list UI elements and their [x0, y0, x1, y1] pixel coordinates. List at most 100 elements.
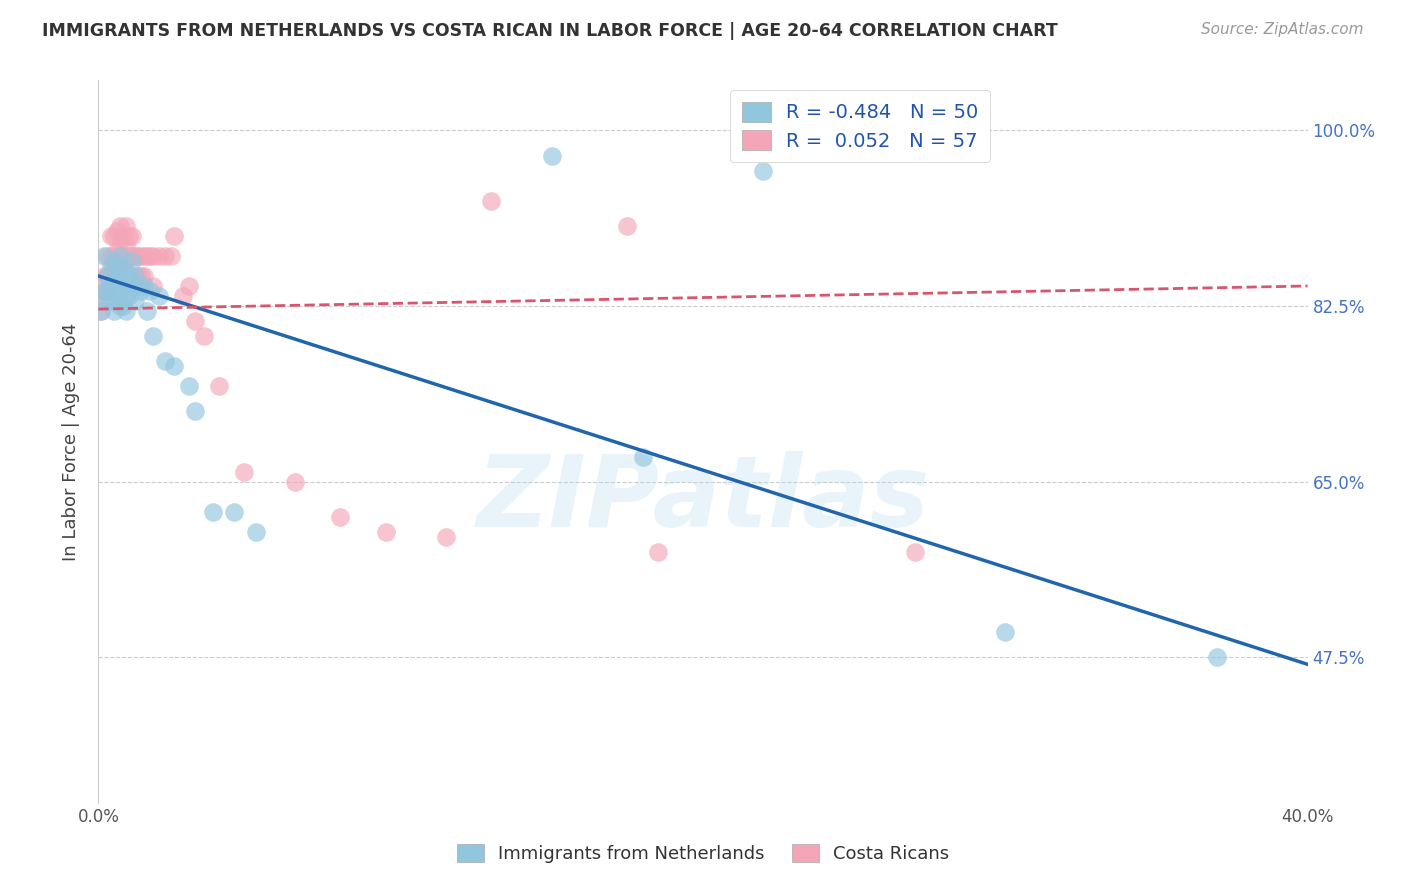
Point [108, 249, 131, 263]
Point [96, 293, 118, 308]
Point [142, 279, 165, 293]
Point [139, 249, 162, 263]
Point [96, 249, 118, 263]
Point [135, 304, 157, 318]
Point [148, 249, 170, 263]
Point [93, 284, 115, 298]
Point [96, 284, 118, 298]
Point [142, 329, 165, 343]
Point [111, 259, 134, 273]
Point [163, 228, 186, 243]
Point [100, 249, 122, 263]
Point [103, 264, 125, 278]
Point [124, 268, 146, 283]
Point [103, 249, 125, 263]
Point [108, 268, 131, 283]
Point [752, 163, 775, 178]
Point [284, 475, 307, 489]
Point [90, 304, 112, 318]
Point [160, 249, 183, 263]
Point [142, 249, 165, 263]
Point [114, 239, 136, 253]
Point [118, 249, 141, 263]
Point [904, 545, 927, 559]
Point [121, 249, 143, 263]
Point [1206, 650, 1229, 665]
Point [103, 228, 125, 243]
Point [139, 284, 162, 298]
Point [616, 219, 638, 233]
Point [179, 279, 201, 293]
Point [118, 289, 141, 303]
Point [108, 299, 131, 313]
Point [374, 524, 396, 539]
Point [93, 268, 115, 283]
Point [245, 524, 267, 539]
Point [135, 249, 157, 263]
Point [132, 249, 155, 263]
Point [127, 279, 149, 293]
Point [100, 279, 122, 293]
Point [111, 279, 134, 293]
Point [114, 253, 136, 268]
Point [114, 304, 136, 318]
Point [118, 268, 141, 283]
Point [179, 379, 201, 393]
Point [647, 545, 669, 559]
Point [193, 329, 215, 343]
Point [111, 249, 134, 263]
Point [90, 293, 112, 308]
Point [108, 234, 131, 248]
Point [100, 264, 122, 278]
Point [224, 505, 246, 519]
Y-axis label: In Labor Force | Age 20-64: In Labor Force | Age 20-64 [62, 322, 80, 561]
Point [184, 314, 207, 328]
Point [540, 148, 562, 162]
Point [96, 268, 118, 283]
Point [105, 244, 128, 258]
Point [153, 354, 176, 368]
Point [208, 379, 231, 393]
Point [105, 259, 128, 273]
Point [108, 253, 131, 268]
Point [111, 299, 134, 313]
Point [108, 219, 131, 233]
Point [148, 289, 170, 303]
Point [114, 289, 136, 303]
Point [100, 259, 122, 273]
Point [124, 293, 146, 308]
Point [127, 249, 149, 263]
Legend: Immigrants from Netherlands, Costa Ricans: Immigrants from Netherlands, Costa Rican… [446, 833, 960, 874]
Point [108, 284, 131, 298]
Point [111, 228, 134, 243]
Point [631, 450, 654, 464]
Point [93, 249, 115, 263]
Point [202, 505, 225, 519]
Point [103, 253, 125, 268]
Point [103, 274, 125, 288]
Point [121, 253, 143, 268]
Point [994, 625, 1017, 640]
Point [93, 284, 115, 298]
Legend: R = -0.484   N = 50, R =  0.052   N = 57: R = -0.484 N = 50, R = 0.052 N = 57 [730, 90, 990, 162]
Point [100, 228, 122, 243]
Point [114, 268, 136, 283]
Point [96, 284, 118, 298]
Point [184, 404, 207, 418]
Point [105, 264, 128, 278]
Point [105, 293, 128, 308]
Point [129, 284, 152, 298]
Point [132, 279, 155, 293]
Point [118, 228, 141, 243]
Text: Source: ZipAtlas.com: Source: ZipAtlas.com [1201, 22, 1364, 37]
Point [124, 249, 146, 263]
Point [105, 279, 128, 293]
Point [232, 465, 254, 479]
Point [129, 268, 152, 283]
Point [103, 304, 125, 318]
Point [481, 194, 503, 208]
Point [96, 268, 118, 283]
Point [114, 219, 136, 233]
Point [153, 249, 176, 263]
Point [129, 249, 152, 263]
